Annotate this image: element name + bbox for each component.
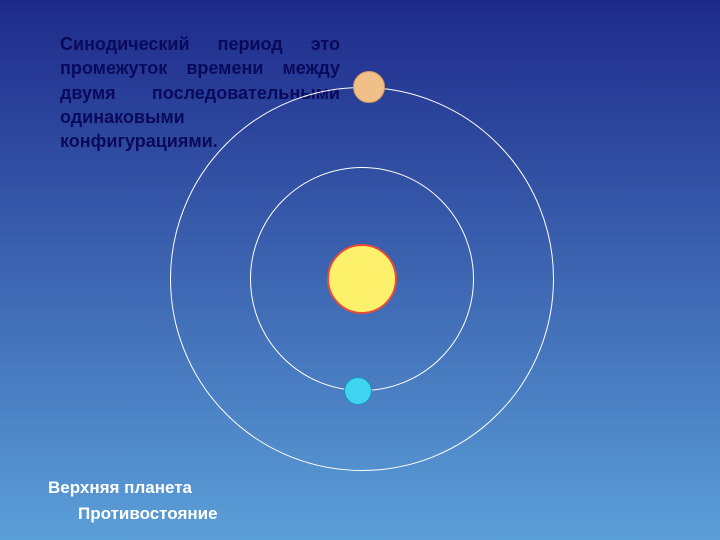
upper-planet-label: Верхняя планета (48, 478, 192, 498)
inner-planet (344, 377, 372, 405)
sun-body (327, 244, 397, 314)
diagram-canvas: Синодический период это промежуток време… (0, 0, 720, 540)
outer-planet (353, 71, 385, 103)
opposition-label: Противостояние (78, 504, 218, 524)
